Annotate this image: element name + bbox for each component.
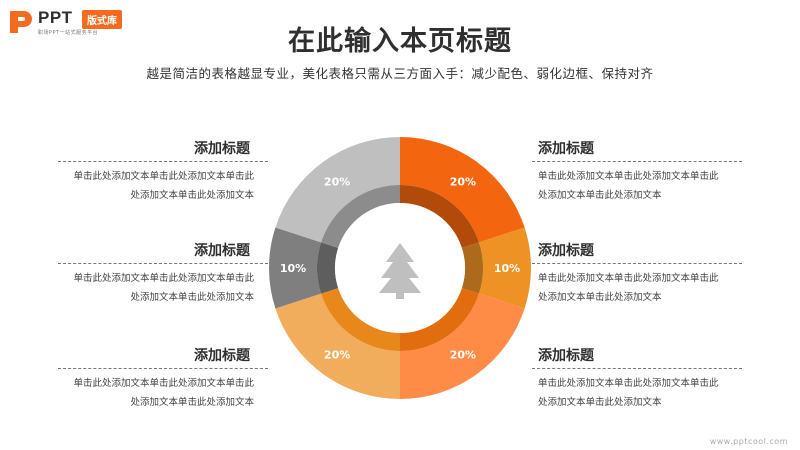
block-title: 添加标题: [538, 243, 594, 259]
dashed-divider: [532, 368, 742, 369]
dashed-divider: [532, 263, 742, 264]
page-subtitle: 越是简洁的表格越显专业，美化表格只需从三方面入手：减少配色、弱化边框、保持对齐: [146, 66, 654, 81]
slice-value-label: 20%: [324, 349, 350, 362]
donut-slice: [275, 137, 400, 243]
block-desc-line-2: 处添加文本单击此处添加文本: [130, 190, 254, 201]
block-desc-line-1: 单击此处添加文本单击此处添加文本单击此: [538, 273, 719, 284]
block-description: 单击此处添加文本单击此处添加文本单击此 处添加文本单击此处添加文本: [58, 167, 268, 205]
donut-inner-ring-segment: [321, 288, 400, 351]
slice-value-label: 20%: [450, 175, 476, 188]
donut-inner-ring-segment: [321, 185, 400, 248]
brand-name: PPT: [38, 8, 73, 27]
donut-slice: [400, 293, 525, 399]
slice-value-label: 20%: [324, 175, 350, 188]
donut-slice: [400, 137, 525, 243]
brand-p-icon: [10, 11, 32, 33]
block-description: 单击此处添加文本单击此处添加文本单击此 处添加文本单击此处添加文本: [532, 269, 742, 307]
donut-inner-ring-segment: [461, 242, 483, 294]
dashed-divider: [58, 263, 268, 264]
text-block-left-2: 添加标题 单击此处添加文本单击此处添加文本单击此 处添加文本单击此处添加文本: [58, 240, 268, 307]
dashed-divider: [58, 368, 268, 369]
block-desc-line-2: 处添加文本单击此处添加文本: [130, 292, 254, 303]
block-title: 添加标题: [194, 348, 250, 364]
block-desc-line-1: 单击此处添加文本单击此处添加文本单击此: [73, 171, 254, 182]
block-desc-line-2: 处添加文本单击此处添加文本: [538, 397, 662, 408]
text-block-right-3: 添加标题 单击此处添加文本单击此处添加文本单击此 处添加文本单击此处添加文本: [532, 345, 742, 412]
text-block-left-1: 添加标题 单击此处添加文本单击此处添加文本单击此 处添加文本单击此处添加文本: [58, 138, 268, 205]
block-desc-line-2: 处添加文本单击此处添加文本: [538, 292, 662, 303]
block-desc-line-1: 单击此处添加文本单击此处添加文本单击此: [538, 378, 719, 389]
donut-slice: [269, 227, 322, 309]
block-title: 添加标题: [194, 141, 250, 157]
donut-slice: [478, 227, 531, 309]
donut-inner-ring-segment: [400, 288, 479, 351]
tree-icon: [379, 243, 421, 299]
block-desc-line-2: 处添加文本单击此处添加文本: [538, 190, 662, 201]
block-description: 单击此处添加文本单击此处添加文本单击此 处添加文本单击此处添加文本: [532, 374, 742, 412]
dashed-divider: [532, 161, 742, 162]
block-title: 添加标题: [194, 243, 250, 259]
block-desc-line-2: 处添加文本单击此处添加文本: [130, 397, 254, 408]
text-block-left-3: 添加标题 单击此处添加文本单击此处添加文本单击此 处添加文本单击此处添加文本: [58, 345, 268, 412]
block-description: 单击此处添加文本单击此处添加文本单击此 处添加文本单击此处添加文本: [58, 374, 268, 412]
slice-value-label: 20%: [450, 349, 476, 362]
brand-badge: 版式库: [82, 10, 122, 29]
donut-inner-ring-segment: [400, 185, 479, 248]
watermark: www.pptcool.com: [709, 437, 788, 446]
slice-value-label: 10%: [494, 262, 520, 275]
dashed-divider: [58, 161, 268, 162]
text-block-right-1: 添加标题 单击此处添加文本单击此处添加文本单击此 处添加文本单击此处添加文本: [532, 138, 742, 205]
brand-tagline: 职场PPT一站式服务平台: [38, 30, 99, 36]
block-desc-line-1: 单击此处添加文本单击此处添加文本单击此: [73, 273, 254, 284]
text-block-right-2: 添加标题 单击此处添加文本单击此处添加文本单击此 处添加文本单击此处添加文本: [532, 240, 742, 307]
block-desc-line-1: 单击此处添加文本单击此处添加文本单击此: [538, 171, 719, 182]
slice-value-label: 10%: [280, 262, 306, 275]
block-description: 单击此处添加文本单击此处添加文本单击此 处添加文本单击此处添加文本: [532, 167, 742, 205]
block-title: 添加标题: [538, 348, 594, 364]
page-title: 在此输入本页标题: [288, 26, 512, 57]
block-desc-line-1: 单击此处添加文本单击此处添加文本单击此: [73, 378, 254, 389]
block-description: 单击此处添加文本单击此处添加文本单击此 处添加文本单击此处添加文本: [58, 269, 268, 307]
donut-inner-ring-segment: [317, 242, 339, 294]
block-title: 添加标题: [538, 141, 594, 157]
donut-slice: [275, 293, 400, 399]
